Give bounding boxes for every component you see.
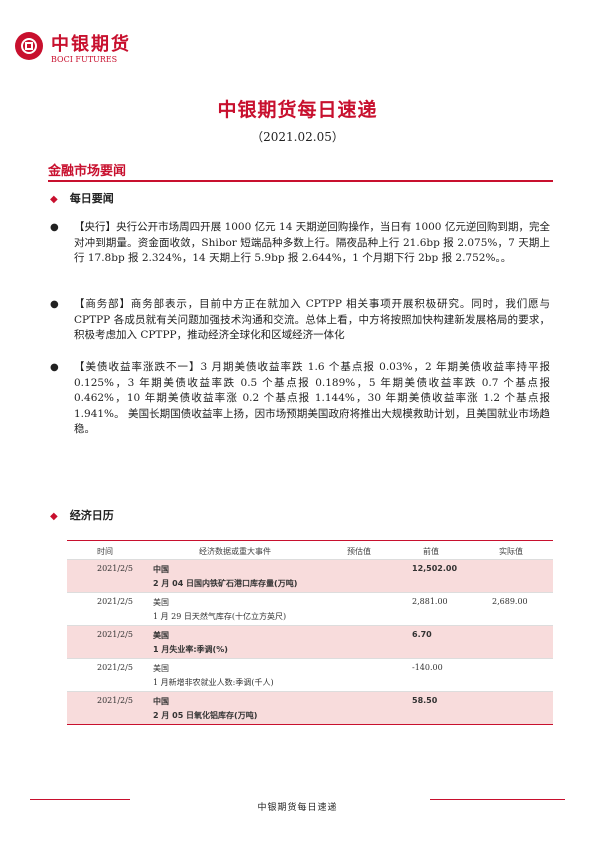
calendar-heading: ◆ 经济日历	[50, 509, 114, 522]
bullet-icon: ●	[50, 362, 59, 373]
news-text: 3 月期美债收益率跌 1.6 个基点报 0.03%，2 年期美债收益率持平报 0…	[74, 361, 550, 435]
news-item: ● 【央行】央行公开市场周四开展 1000 亿元 14 天期逆回购操作，当日有 …	[50, 220, 550, 267]
column-header: 时间	[97, 547, 113, 556]
cell-date: 2021/2/5	[97, 597, 133, 606]
cell-previous: 6.70	[412, 630, 432, 639]
table-row: 2021/2/5 中国 2 月 04 日国内铁矿石港口库存量(万吨) 12,50…	[67, 559, 553, 592]
table-row: 2021/2/5 中国 2 月 05 日氧化铝库存(万吨) 58.50	[67, 691, 553, 724]
economic-calendar-table: 时间 经济数据或重大事件 预估值 前值 实际值 2021/2/5 中国 2 月 …	[67, 540, 553, 725]
cell-country: 美国	[153, 631, 169, 640]
logo-chinese-name: 中银期货	[51, 34, 131, 55]
page-title: 中银期货每日速递	[217, 99, 378, 121]
company-logo: 中银期货 BOCI FUTURES	[15, 29, 155, 69]
cell-actual: 2,689.00	[492, 597, 528, 606]
column-header: 前值	[423, 547, 439, 556]
footer-rule-right	[430, 799, 565, 800]
cell-date: 2021/2/5	[97, 630, 133, 639]
cell-date: 2021/2/5	[97, 696, 133, 705]
section-divider	[48, 180, 553, 182]
cell-date: 2021/2/5	[97, 564, 133, 573]
cell-country: 中国	[153, 697, 169, 706]
cell-country: 美国	[153, 664, 169, 673]
table-row: 2021/2/5 美国 1 月新增非农就业人数:季调(千人) -140.00	[67, 658, 553, 691]
cell-event: 1 月新增非农就业人数:季调(千人)	[153, 678, 274, 687]
footer-title: 中银期货每日速递	[257, 803, 338, 813]
bullet-icon: ●	[50, 299, 59, 310]
cell-previous: -140.00	[412, 663, 443, 672]
cell-previous: 58.50	[412, 696, 438, 705]
news-tag: 【央行】	[74, 221, 117, 233]
report-date: （2021.02.05）	[251, 130, 344, 144]
news-item: ● 【商务部】商务部表示，目前中方正在就加入 CPTPP 相关事项开展积极研究。…	[50, 297, 550, 344]
logo-english-name: BOCI FUTURES	[51, 55, 118, 64]
column-header: 实际值	[499, 547, 523, 556]
news-tag: 【美债收益率涨跌不一】	[74, 361, 201, 373]
section-title: 金融市场要闻	[48, 164, 127, 179]
table-row: 2021/2/5 美国 1 月 29 日天然气库存(十亿立方英尺) 2,881.…	[67, 592, 553, 625]
cell-event: 2 月 05 日氧化铝库存(万吨)	[153, 711, 258, 720]
news-text: 商务部表示，目前中方正在就加入 CPTPP 相关事项开展积极研究。同时，我们愿与…	[74, 298, 551, 341]
cell-date: 2021/2/5	[97, 663, 133, 672]
cell-event: 1 月 29 日天然气库存(十亿立方英尺)	[153, 612, 287, 621]
cell-previous: 12,502.00	[412, 564, 458, 573]
cell-previous: 2,881.00	[412, 597, 448, 606]
cell-event: 1 月失业率:季调(%)	[153, 645, 228, 654]
cell-event: 2 月 04 日国内铁矿石港口库存量(万吨)	[153, 579, 298, 588]
table-row: 2021/2/5 美国 1 月失业率:季调(%) 6.70	[67, 625, 553, 658]
bullet-icon: ●	[50, 222, 59, 233]
news-item: ● 【美债收益率涨跌不一】3 月期美债收益率跌 1.6 个基点报 0.03%，2…	[50, 360, 550, 438]
diamond-icon: ◆	[50, 194, 58, 205]
table-bottom-rule	[67, 724, 553, 725]
news-text: 央行公开市场周四开展 1000 亿元 14 天期逆回购操作，当日有 1000 亿…	[74, 221, 550, 264]
diamond-icon: ◆	[50, 511, 58, 522]
boc-logo-icon	[15, 32, 43, 60]
column-header: 经济数据或重大事件	[199, 547, 271, 556]
news-tag: 【商务部】	[74, 298, 131, 310]
cell-country: 美国	[153, 598, 169, 607]
footer-rule-left	[30, 799, 130, 800]
table-header: 时间 经济数据或重大事件 预估值 前值 实际值	[67, 540, 553, 559]
news-heading: ◆ 每日要闻	[50, 192, 114, 205]
column-header: 预估值	[347, 547, 371, 556]
cell-country: 中国	[153, 565, 169, 574]
